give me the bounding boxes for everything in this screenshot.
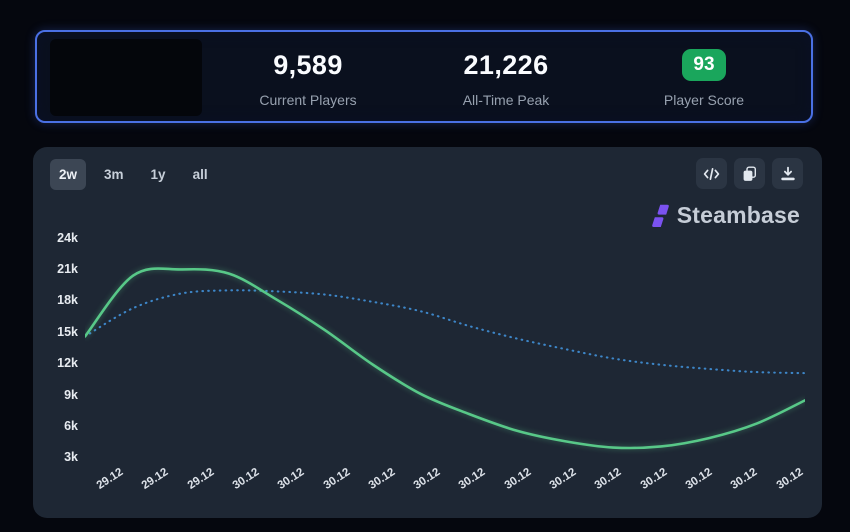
player-score-badge: 93 xyxy=(682,49,726,81)
y-tick-12k: 12k xyxy=(57,356,78,371)
stat-current-players: 9,589 Current Players xyxy=(209,45,407,109)
download-button[interactable] xyxy=(772,158,803,189)
chart-actions xyxy=(696,158,803,189)
player-chart-panel: 2w 3m 1y all xyxy=(33,147,822,518)
player-score-label: Player Score xyxy=(663,92,745,108)
embed-code-button[interactable] xyxy=(696,158,727,189)
y-tick-3k: 3k xyxy=(64,450,78,465)
stat-player-score: 93 Player Score xyxy=(605,45,803,108)
steambase-watermark: Steambase xyxy=(651,202,800,229)
steambase-logo-text: Steambase xyxy=(676,202,800,228)
game-cover-image xyxy=(50,39,202,116)
y-tick-24k: 24k xyxy=(57,230,78,245)
time-range-selector: 2w 3m 1y all xyxy=(50,159,217,190)
y-tick-6k: 6k xyxy=(64,419,78,434)
range-button-all[interactable]: all xyxy=(184,159,217,190)
blue-dotted-line xyxy=(85,289,805,375)
current-players-label: Current Players xyxy=(259,92,357,108)
range-button-2w[interactable]: 2w xyxy=(50,159,87,190)
player-count-line-chart[interactable] xyxy=(85,227,805,477)
range-button-1y[interactable]: 1y xyxy=(142,159,175,190)
steambase-logo-icon xyxy=(651,204,670,228)
code-icon xyxy=(703,167,720,181)
all-time-peak-value: 21,226 xyxy=(463,49,549,80)
y-tick-9k: 9k xyxy=(64,387,78,402)
stat-all-time-peak: 21,226 All-Time Peak xyxy=(407,45,605,109)
current-players-value: 9,589 xyxy=(273,49,343,80)
copy-icon xyxy=(742,166,757,182)
y-tick-18k: 18k xyxy=(57,293,78,308)
copy-button[interactable] xyxy=(734,158,765,189)
stats-row: 9,589 Current Players 21,226 All-Time Pe… xyxy=(209,32,803,121)
all-time-peak-label: All-Time Peak xyxy=(462,92,550,108)
y-tick-21k: 21k xyxy=(57,261,78,276)
y-tick-15k: 15k xyxy=(57,324,78,339)
range-button-3m[interactable]: 3m xyxy=(95,159,133,190)
green-solid-line xyxy=(85,267,805,450)
game-stats-card: 9,589 Current Players 21,226 All-Time Pe… xyxy=(35,30,813,123)
download-icon xyxy=(780,166,796,181)
